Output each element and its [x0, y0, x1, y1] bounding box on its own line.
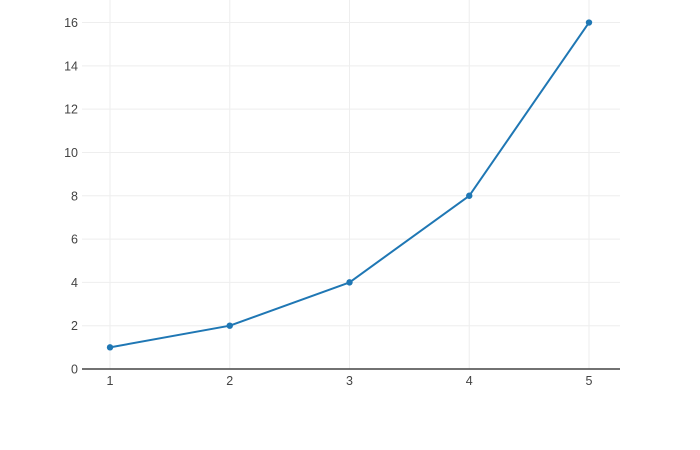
y-tick-label: 0 — [71, 363, 78, 377]
data-point-marker[interactable] — [106, 344, 114, 351]
plot-area[interactable] — [82, 0, 620, 369]
data-point-marker[interactable] — [226, 322, 233, 329]
series-layer — [106, 19, 593, 351]
y-tick-label: 16 — [64, 16, 78, 30]
grid-layer — [82, 0, 620, 369]
y-tick-label: 14 — [64, 59, 78, 73]
data-point-marker[interactable] — [346, 279, 353, 286]
y-tick-label: 2 — [71, 319, 78, 333]
y-tick-label: 6 — [71, 233, 78, 247]
x-tick-label: 5 — [586, 374, 593, 388]
y-tick-label: 12 — [64, 103, 78, 117]
x-tick-label: 3 — [346, 374, 353, 388]
x-tick-label: 2 — [226, 374, 233, 388]
x-tick-label: 1 — [107, 374, 114, 388]
data-point-marker[interactable] — [466, 192, 473, 199]
data-point-marker[interactable] — [585, 19, 593, 26]
y-tick-label: 8 — [71, 189, 78, 203]
y-tick-label: 4 — [71, 276, 78, 290]
y-tick-label: 10 — [64, 146, 78, 160]
x-tick-label: 4 — [466, 374, 473, 388]
